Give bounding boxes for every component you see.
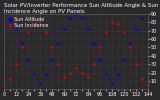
Legend: Sun Altitude, Sun Incidence: Sun Altitude, Sun Incidence <box>7 16 49 29</box>
Text: Solar PV/Inverter Performance Sun Altitude Angle & Sun Incidence Angle on PV Pan: Solar PV/Inverter Performance Sun Altitu… <box>4 3 159 14</box>
